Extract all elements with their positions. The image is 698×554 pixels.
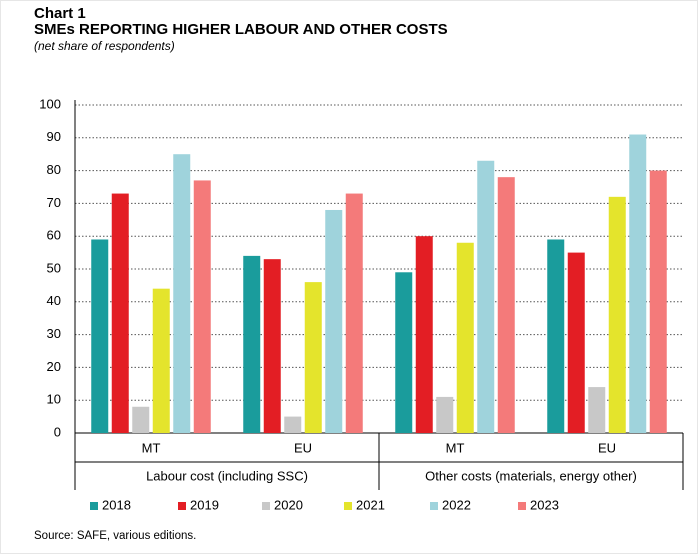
legend-swatch [178, 502, 186, 510]
bar [243, 255, 261, 433]
bar [395, 272, 413, 433]
x-tick-label: EU [294, 440, 312, 455]
bar [152, 288, 170, 433]
y-tick-label: 10 [47, 392, 61, 407]
y-tick-label: 30 [47, 326, 61, 341]
y-tick-label: 100 [39, 96, 61, 111]
group-label: Other costs (materials, energy other) [425, 468, 637, 483]
legend-swatch [90, 502, 98, 510]
bar [284, 416, 302, 433]
chart-label: Chart 1 [34, 5, 86, 22]
bar [436, 396, 454, 433]
bar [567, 252, 585, 433]
legend-swatch [518, 502, 526, 510]
bar [497, 177, 515, 433]
bar [608, 196, 626, 433]
bar [456, 242, 474, 433]
bar [193, 180, 211, 433]
y-tick-label: 0 [54, 424, 61, 439]
y-tick-label: 60 [47, 228, 61, 243]
legend-swatch [344, 502, 352, 510]
bar [477, 160, 495, 433]
x-tick-label: MT [446, 440, 465, 455]
legend-swatch [262, 502, 270, 510]
legend-label: 2022 [442, 497, 471, 512]
legend-swatch [430, 502, 438, 510]
bar [263, 259, 281, 433]
chart-title: SMEs REPORTING HIGHER LABOUR AND OTHER C… [34, 21, 448, 38]
bar [415, 236, 433, 433]
y-tick-label: 80 [47, 162, 61, 177]
y-tick-label: 20 [47, 359, 61, 374]
y-tick-label: 90 [47, 129, 61, 144]
bar [649, 170, 667, 433]
y-tick-label: 50 [47, 260, 61, 275]
bar [132, 406, 150, 433]
x-tick-label: EU [598, 440, 616, 455]
bar [588, 387, 606, 433]
x-tick-label: MT [142, 440, 161, 455]
y-tick-label: 70 [47, 195, 61, 210]
legend-label: 2020 [274, 497, 303, 512]
bar [91, 239, 109, 433]
legend-label: 2021 [356, 497, 385, 512]
bar [111, 193, 129, 433]
bar [325, 209, 343, 433]
legend-label: 2019 [190, 497, 219, 512]
y-tick-label: 40 [47, 293, 61, 308]
bar [173, 154, 191, 433]
bar [304, 282, 322, 433]
legend-label: 2018 [102, 497, 131, 512]
legend-label: 2023 [530, 497, 559, 512]
chart-subtitle: (net share of respondents) [34, 39, 175, 53]
bar [547, 239, 565, 433]
bar [345, 193, 363, 433]
bar [629, 134, 647, 433]
group-label: Labour cost (including SSC) [146, 468, 308, 483]
source-note: Source: SAFE, various editions. [34, 530, 196, 542]
